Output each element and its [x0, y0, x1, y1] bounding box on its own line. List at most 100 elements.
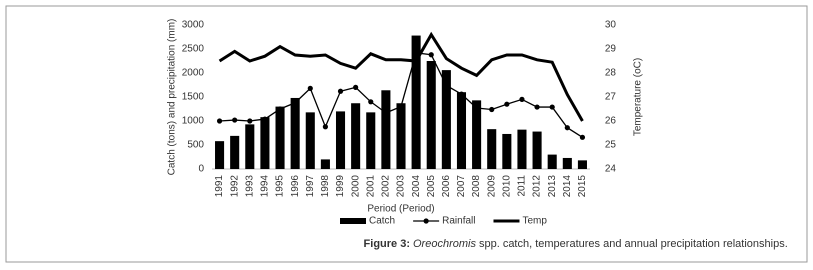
marker	[443, 82, 449, 89]
bar	[381, 90, 391, 169]
marker	[216, 118, 223, 124]
bar	[577, 160, 587, 169]
x-tick-label: 1992	[229, 175, 240, 198]
bar	[230, 135, 240, 169]
bar	[275, 106, 285, 169]
marker	[519, 96, 525, 102]
marker	[564, 125, 570, 131]
marker	[489, 106, 495, 113]
x-tick-label: 1996	[290, 175, 301, 198]
x-tick-label: 2001	[365, 175, 376, 198]
bar	[426, 61, 436, 169]
marker	[277, 106, 283, 112]
x-tick-label: 2003	[396, 175, 407, 198]
marker	[337, 88, 344, 94]
marker	[307, 85, 313, 91]
x-tick-label: 2000	[350, 175, 361, 198]
x-tick-label: 2004	[411, 175, 422, 198]
y2-axis-title: Temperature (oC)	[633, 58, 644, 136]
y2-tick-label: 26	[605, 116, 617, 127]
x-tick-label: 1994	[260, 175, 271, 198]
caption-label: Figure 3:	[364, 238, 410, 250]
marker	[262, 116, 268, 122]
x-tick-label: 2009	[486, 175, 497, 198]
y2-tick-label: 24	[605, 164, 617, 175]
bar	[245, 124, 255, 169]
marker	[247, 118, 253, 124]
x-tick-label: 1997	[305, 175, 316, 198]
bar	[517, 129, 527, 169]
bar	[320, 159, 330, 169]
marker	[579, 134, 586, 140]
legend-label: Rainfall	[442, 216, 475, 227]
y2-tick-label: 28	[605, 68, 617, 79]
y-tick-label: 1000	[182, 116, 205, 127]
marker	[428, 52, 434, 58]
x-tick-label: 1999	[335, 175, 346, 198]
x-tick-label: 1998	[320, 175, 331, 198]
marker	[322, 124, 328, 130]
x-tick-label: 1993	[244, 175, 255, 198]
bar	[366, 112, 376, 169]
bar	[547, 154, 557, 169]
y-tick-label: 2000	[182, 68, 205, 79]
bar	[562, 157, 572, 169]
y-tick-label: 500	[187, 140, 204, 151]
bar	[305, 112, 315, 169]
x-tick-label: 1991	[214, 175, 225, 198]
marker	[232, 117, 238, 123]
marker	[474, 105, 480, 111]
bar	[215, 141, 225, 169]
marker	[292, 100, 298, 106]
bar	[260, 117, 270, 169]
x-tick-label: 2005	[426, 175, 437, 198]
bar	[411, 35, 421, 170]
x-tick-label: 2013	[547, 175, 558, 198]
marker	[398, 104, 404, 110]
bar	[502, 133, 512, 169]
y-tick-label: 2500	[182, 44, 205, 55]
y2-tick-label: 27	[605, 92, 617, 103]
bar	[335, 111, 346, 169]
x-tick-label: 2007	[456, 175, 467, 198]
marker	[549, 104, 555, 110]
marker	[368, 99, 374, 105]
legend-marker	[423, 218, 429, 224]
x-axis-title: Period (Period)	[367, 204, 434, 215]
y2-tick-label: 25	[605, 140, 617, 151]
bar	[487, 129, 497, 169]
x-tick-label: 2014	[562, 175, 573, 198]
caption-text: spp. catch, temperatures and annual prec…	[479, 238, 788, 250]
legend-label: Catch	[369, 216, 395, 227]
x-tick-label: 2008	[471, 175, 482, 198]
caption-species: Oreochromis	[413, 238, 476, 250]
bar	[456, 92, 467, 169]
y-tick-label: 0	[198, 164, 204, 175]
line	[218, 31, 584, 122]
x-tick-label: 2010	[501, 175, 512, 198]
marker	[413, 50, 419, 56]
bar	[441, 70, 451, 169]
x-tick-label: 2011	[517, 175, 528, 197]
y2-tick-label: 29	[605, 44, 617, 55]
bar	[396, 103, 406, 169]
figure-frame	[5, 5, 808, 263]
x-tick-label: 1995	[275, 175, 286, 198]
x-tick-label: 2006	[441, 175, 452, 198]
y-tick-label: 3000	[182, 20, 205, 31]
bar	[472, 100, 482, 169]
legend-label: Temp	[522, 216, 547, 227]
marker	[353, 84, 359, 90]
x-tick-label: 2015	[577, 175, 588, 198]
bar	[290, 97, 300, 169]
x-tick-label: 2012	[532, 175, 543, 198]
y-axis-title: Catch (tons) and precipitation (mm)	[167, 19, 178, 176]
marker	[504, 101, 510, 107]
x-tick-label: 2002	[381, 175, 392, 198]
marker	[383, 110, 389, 116]
marker	[534, 104, 540, 110]
bar	[532, 131, 542, 169]
y2-tick-label: 30	[605, 20, 617, 31]
y-tick-label: 1500	[182, 92, 205, 103]
